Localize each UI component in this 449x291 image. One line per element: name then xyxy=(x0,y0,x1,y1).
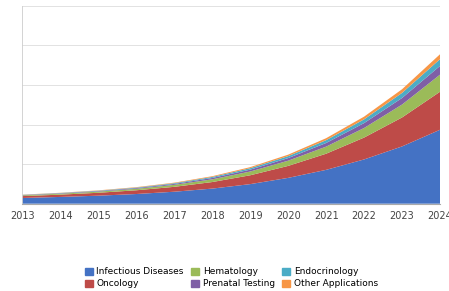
Legend: Infectious Diseases, Oncology, Hematology, Prenatal Testing, Endocrinology, Othe: Infectious Diseases, Oncology, Hematolog… xyxy=(81,264,382,291)
